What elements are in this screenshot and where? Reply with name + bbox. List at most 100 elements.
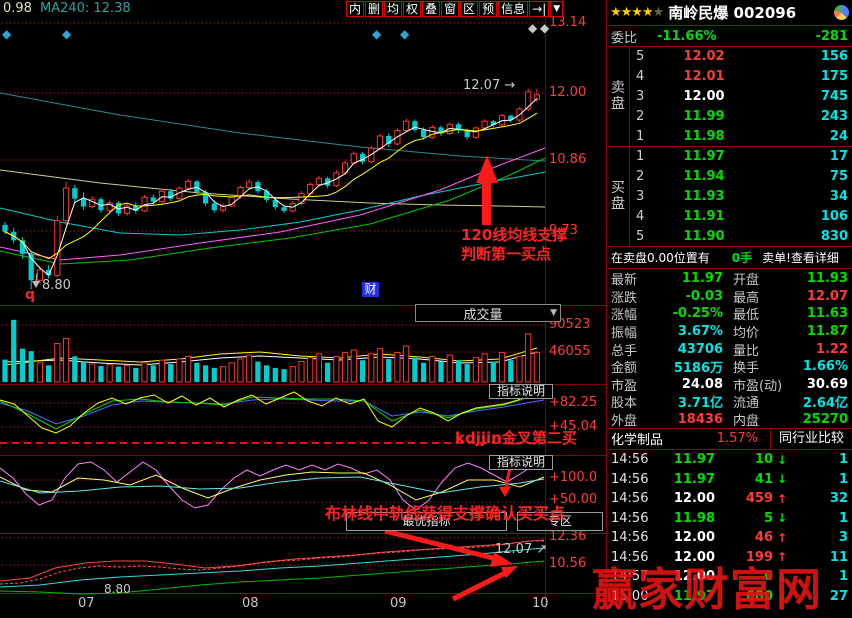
- tick-row[interactable]: 14:56 11.97 41 ↓ 1: [607, 469, 852, 489]
- sell-level-row[interactable]: 5 12.02 156: [630, 47, 852, 67]
- tick-row[interactable]: 14:56 11.98 5 ↓ 1: [607, 508, 852, 528]
- tick-volume: 10: [754, 452, 773, 468]
- buy-level-row[interactable]: 1 11.97 17: [630, 147, 852, 167]
- stat-value: 43706: [677, 341, 723, 357]
- position-detail-link[interactable]: 卖单!查看详细: [762, 250, 839, 265]
- pie-chart-icon[interactable]: [834, 5, 849, 20]
- level-price: 11.99: [683, 108, 725, 124]
- tick-direction-icon: ↓: [776, 472, 788, 487]
- sector-name[interactable]: 化学制品: [611, 433, 664, 449]
- level-price: 12.01: [683, 69, 725, 85]
- best-indicator-button[interactable]: 最优指标: [346, 512, 507, 531]
- tick-direction-icon: ↓: [776, 589, 788, 604]
- tick-row[interactable]: 14:56 12.00 46 ↑ 3: [607, 528, 852, 548]
- sell-level-row[interactable]: 3 12.00 745: [630, 87, 852, 107]
- tick-row[interactable]: 15:00 11.97 680 ↓ 27: [607, 586, 852, 606]
- toolbar-button-信息[interactable]: 信息: [498, 1, 529, 17]
- chart-toolbar: 内删均权叠窗区预信息 →| ▼: [346, 1, 564, 17]
- stat-value: -0.25%: [672, 306, 724, 322]
- sell-levels: 5 12.02 156 4 12.01 175 3 12.00 745 2 11.99 243 1 11.…: [630, 47, 852, 146]
- marker-diamond-icon: ◆: [540, 21, 550, 35]
- cai-event-tag[interactable]: 财: [362, 282, 379, 297]
- sell-level-row[interactable]: 4 12.01 175: [630, 67, 852, 87]
- tick-time: 14:56: [611, 452, 649, 468]
- buy-level-row[interactable]: 3 11.93 34: [630, 187, 852, 207]
- zone-button[interactable]: 专区: [517, 512, 603, 531]
- event-diamond-icon: ◆: [62, 27, 72, 41]
- weibi-value: -11.66%: [657, 28, 717, 44]
- tick-time: 14:56: [611, 530, 649, 546]
- buy-level-row[interactable]: 4 11.91 106: [630, 206, 852, 226]
- tick-price: 12.00: [673, 491, 715, 507]
- mini-high-value: 12.07: [495, 542, 533, 557]
- tick-row[interactable]: 14:56 12.00 459 ↑ 32: [607, 489, 852, 509]
- toolbar-button-叠[interactable]: 叠: [422, 1, 441, 17]
- stat-label: 开盘: [733, 273, 760, 289]
- tick-price: 12.00: [673, 530, 715, 546]
- stat-label: 市盈: [611, 378, 638, 394]
- grid-dotted-lines: [2, 22, 545, 566]
- sell-level-row[interactable]: 2 11.99 243: [630, 106, 852, 126]
- stat-row: 外盘 18436 内盘 25270: [607, 411, 852, 429]
- tick-direction-icon: ↑: [776, 530, 788, 545]
- rating-stars-icon: ★★★★: [610, 5, 654, 20]
- toolbar-button-删[interactable]: 删: [365, 1, 384, 17]
- position-info-pre: 在卖盘0.00位置有: [611, 250, 710, 265]
- toolbar-button-权[interactable]: 权: [403, 1, 422, 17]
- stat-value: 24.08: [681, 376, 723, 392]
- info-ma240-value: MA240: 12.38: [40, 1, 131, 16]
- high-price-marker: 12.07 →: [463, 79, 515, 92]
- tick-volume: 5: [763, 510, 773, 526]
- stat-label: 金额: [611, 361, 638, 377]
- toolbar-button-窗[interactable]: 窗: [441, 1, 460, 17]
- tick-row[interactable]: 14:57 12.00 0 ↓ 1: [607, 567, 852, 587]
- tick-row[interactable]: 14:56 12.00 199 ↑ 11: [607, 547, 852, 567]
- toolbar-button-区[interactable]: 区: [460, 1, 479, 17]
- buy-book-label: 买盘: [607, 146, 630, 246]
- level-price: 12.00: [683, 88, 725, 104]
- arrow-right-icon: →: [504, 78, 516, 93]
- tick-direction-icon: ↓: [776, 452, 788, 467]
- level-price: 11.97: [683, 149, 725, 165]
- tick-direction-icon: ↑: [776, 491, 788, 506]
- main-chart[interactable]: [0, 0, 606, 610]
- kdj-axis-label: +82.25: [549, 395, 598, 410]
- stat-value: 30.69: [806, 376, 848, 392]
- sell-level-row[interactable]: 1 11.98 24: [630, 126, 852, 146]
- toolbar-dropdown-button[interactable]: ▼: [550, 1, 564, 17]
- toolbar-button-内[interactable]: 内: [346, 1, 365, 17]
- level-price: 12.02: [683, 49, 725, 65]
- indicator-help-button[interactable]: 指标说明: [489, 384, 553, 399]
- tick-row[interactable]: 14:56 11.97 10 ↓ 1: [607, 450, 852, 470]
- tick-time: 14:57: [611, 569, 649, 585]
- tick-volume: 459: [745, 491, 773, 507]
- level-price: 11.91: [683, 208, 725, 224]
- price-axis-label: 13.14: [549, 15, 587, 30]
- sell-book: 卖盘 5 12.02 156 4 12.01 175 3 12.00 745 2 11.99 243 1…: [607, 47, 852, 147]
- event-diamond-icon: ◆: [372, 27, 382, 41]
- toolbar-button-均[interactable]: 均: [384, 1, 403, 17]
- toolbar-button-预[interactable]: 预: [479, 1, 498, 17]
- buy-level-row[interactable]: 2 11.94 75: [630, 167, 852, 187]
- industry-compare-link[interactable]: 同行业比较: [770, 428, 852, 449]
- stat-label: 内盘: [733, 414, 760, 430]
- tick-count: 1: [838, 569, 848, 585]
- mini-axis-label: 10.56: [549, 556, 587, 571]
- stat-label: 均价: [733, 326, 760, 342]
- volume-indicator-dropdown[interactable]: 成交量 ▼: [415, 304, 561, 323]
- event-diamond-icon: ◆: [2, 27, 12, 41]
- event-diamond-icon: ◆: [400, 27, 410, 41]
- stat-row: 最新 11.97 开盘 11.93: [607, 270, 852, 288]
- annotation-arrow-up-right-icon: [451, 566, 518, 602]
- level-volume: 156: [820, 49, 848, 65]
- indicator-help-button-2[interactable]: 指标说明: [489, 455, 553, 470]
- stat-row: 总手 43706 量比 1.22: [607, 340, 852, 359]
- stat-value: 18436: [677, 412, 723, 428]
- price-axis-label: 12.00: [549, 85, 587, 100]
- buy-levels: 1 11.97 17 2 11.94 75 3 11.93 34 4 11.91 106 5 11.90 8…: [630, 147, 852, 246]
- buy-level-row[interactable]: 5 11.90 830: [630, 226, 852, 246]
- toolbar-goto-end-button[interactable]: →|: [529, 1, 550, 17]
- tick-count: 32: [829, 491, 848, 507]
- annotation-arrow-up-icon: [476, 155, 498, 225]
